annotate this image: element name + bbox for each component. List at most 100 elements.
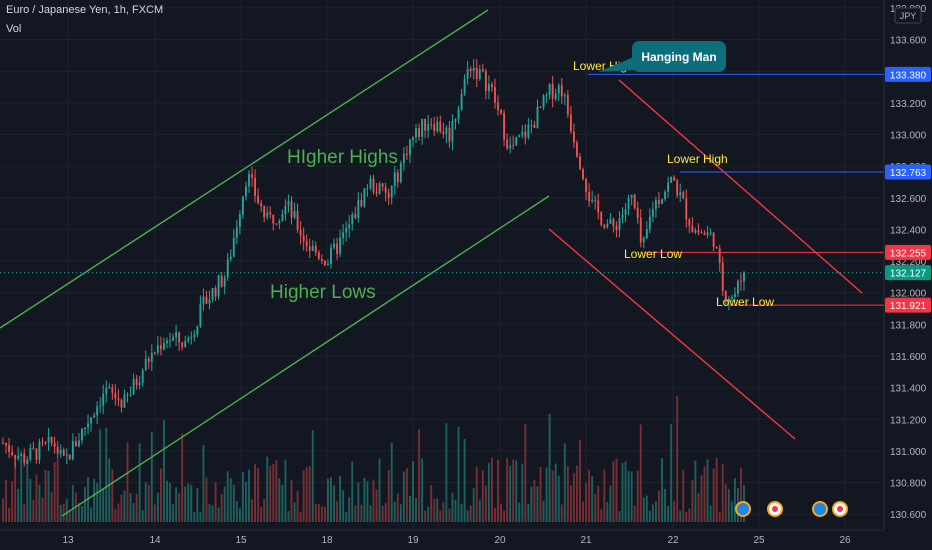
volume-bar <box>582 501 584 522</box>
candle-body <box>299 229 302 236</box>
trend-lines[interactable] <box>0 9 863 517</box>
volume-bar <box>585 482 588 522</box>
volume-bar <box>84 487 86 522</box>
candle-body <box>712 232 715 247</box>
candle-body <box>375 191 378 194</box>
volume-bar <box>667 505 670 522</box>
callout-label[interactable]: Hanging Man <box>641 50 716 64</box>
candle-body <box>469 68 472 72</box>
annotation-label[interactable]: Lower High <box>667 152 728 166</box>
time-axis[interactable]: 13 14 15 18 19 20 21 22 25 26 <box>0 529 884 546</box>
candle-body <box>688 219 691 226</box>
horizontal-levels[interactable] <box>0 73 884 306</box>
volume-bar <box>47 470 50 522</box>
price-tag-label: 133.380 <box>890 70 927 81</box>
candle-body <box>676 180 679 196</box>
candle-body <box>102 393 105 406</box>
volume-bar <box>169 482 171 522</box>
candle-body <box>494 87 496 103</box>
event-icons[interactable] <box>735 501 848 517</box>
time-tick-label: 26 <box>839 535 851 546</box>
channel-lower-line[interactable] <box>61 195 550 517</box>
volume-bar <box>661 458 663 522</box>
candle-body <box>333 243 335 248</box>
candle-body <box>59 449 62 454</box>
candle-body <box>226 259 229 278</box>
price-tag[interactable] <box>885 164 931 180</box>
volume-bar <box>633 505 636 522</box>
volume-bar <box>481 470 484 522</box>
volume-bar <box>576 465 578 522</box>
price-tag[interactable] <box>885 265 931 281</box>
candle-body <box>512 144 515 146</box>
volume-bar <box>93 478 96 522</box>
candle-body <box>330 247 332 265</box>
volume-bar <box>90 507 93 522</box>
currency-label[interactable]: JPY <box>900 11 917 21</box>
volume-bar <box>363 477 366 522</box>
earnings-icon[interactable] <box>737 503 749 515</box>
symbol-title[interactable]: Euro / Japanese Yen, 1h, FXCM <box>6 4 164 16</box>
volume-bar <box>466 510 469 522</box>
channel-upper-line[interactable] <box>0 9 489 329</box>
annotation-label[interactable]: Higher Lows <box>270 282 376 303</box>
volume-bar <box>399 504 402 522</box>
candle-body <box>35 448 38 460</box>
volume-bar <box>405 468 408 522</box>
price-tag[interactable] <box>885 297 931 313</box>
volume-bar <box>706 459 709 522</box>
annotation-label[interactable]: Lower Low <box>716 295 774 309</box>
price-tag[interactable] <box>885 66 931 82</box>
currency-box[interactable] <box>894 7 922 24</box>
volume-bar <box>62 503 65 522</box>
candle-body <box>591 199 594 202</box>
price-axis[interactable]: 130.600 130.800 131.000 131.200 131.400 131.6… <box>883 0 932 550</box>
downtrend-upper-line[interactable] <box>618 79 863 294</box>
volume-bar <box>105 427 108 522</box>
price-tick-label: 130.600 <box>890 510 927 521</box>
candle-body <box>284 205 287 215</box>
volume-bar <box>682 469 685 522</box>
volume-bar <box>700 475 703 522</box>
volume-bar <box>445 423 448 522</box>
candle-body <box>673 177 676 181</box>
candle-body <box>445 127 448 134</box>
candle-body <box>451 121 454 142</box>
price-tag[interactable] <box>885 244 931 260</box>
volume-bar <box>621 463 624 522</box>
volume-bar <box>217 507 220 522</box>
volume-indicator-label[interactable]: Vol <box>6 23 22 35</box>
candle-body <box>664 191 666 200</box>
candle-body <box>606 223 609 228</box>
earnings-icon[interactable] <box>814 503 826 515</box>
volume-bar <box>214 482 217 522</box>
candle-body <box>579 156 581 170</box>
annotation-label[interactable]: Lower Low <box>624 247 682 261</box>
volume-bar <box>724 483 727 522</box>
candle-body <box>199 303 202 327</box>
candle-body <box>633 194 636 208</box>
volume-bar <box>65 499 68 522</box>
candle-body <box>99 405 102 407</box>
price-tick-label: 132.000 <box>890 289 927 300</box>
candle-body <box>153 352 156 354</box>
volume-bar <box>497 459 499 522</box>
volume-bar <box>248 469 250 522</box>
hanging-man-callout[interactable] <box>632 41 726 72</box>
time-tick-label: 18 <box>321 535 333 546</box>
volume-bar <box>29 478 32 522</box>
volume-bar <box>676 395 679 522</box>
volume-bar <box>639 424 642 522</box>
time-tick-label: 20 <box>494 535 506 546</box>
candle-body <box>87 423 89 428</box>
candle-body <box>503 112 506 140</box>
volume-bar <box>99 429 102 522</box>
candle-body <box>354 214 357 219</box>
candle-body <box>132 378 135 395</box>
downtrend-lower-line[interactable] <box>548 228 796 440</box>
candle-body <box>682 192 685 199</box>
annotation-label[interactable]: HIgher Highs <box>287 147 398 168</box>
volume-bar <box>348 497 351 522</box>
